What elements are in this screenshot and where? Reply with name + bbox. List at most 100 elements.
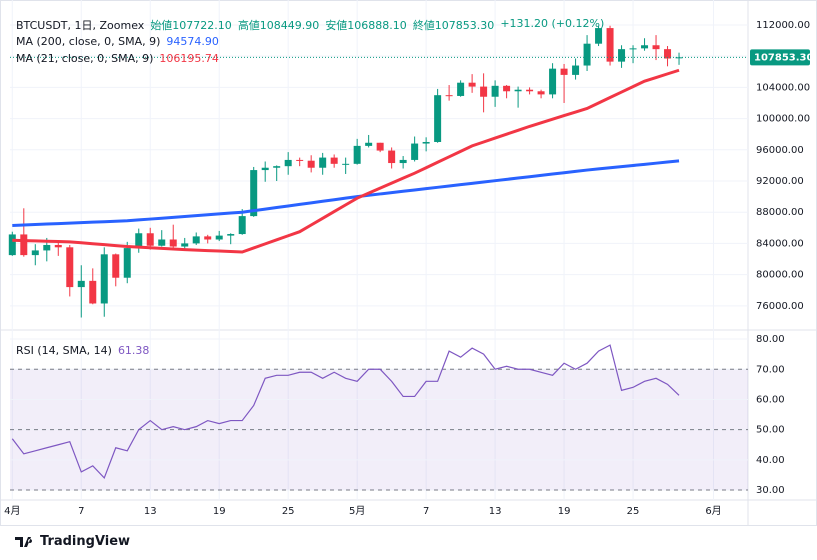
candle-body xyxy=(8,234,16,256)
candle-body xyxy=(353,145,361,164)
candle-body xyxy=(491,85,499,97)
candle-body xyxy=(365,142,373,146)
candle xyxy=(20,208,28,257)
candle-body xyxy=(261,167,269,171)
candle xyxy=(8,231,16,256)
y-tick-label: 50.00 xyxy=(756,425,785,436)
close: 終値107853.30 xyxy=(412,19,495,32)
legend-value: 94574.90 xyxy=(166,35,219,48)
candle-body xyxy=(480,86,488,97)
candle xyxy=(560,63,568,103)
symbol: BTCUSDT, 1日, Zoomex xyxy=(16,19,145,32)
candle xyxy=(583,35,591,71)
y-tick-label: 60.00 xyxy=(756,394,785,405)
candle-body xyxy=(238,216,246,235)
x-tick-label: 25 xyxy=(282,506,295,517)
candle-body xyxy=(250,170,258,217)
candle xyxy=(549,63,557,99)
candle xyxy=(652,35,660,61)
x-tick-label: 13 xyxy=(489,506,502,517)
y-tick-label: 30.00 xyxy=(756,485,785,496)
candle xyxy=(572,58,580,80)
candle xyxy=(181,237,189,250)
candle xyxy=(434,88,442,143)
candle xyxy=(606,25,614,66)
brand: TradingView xyxy=(40,534,131,549)
candle xyxy=(123,241,131,284)
ma-line xyxy=(12,68,680,254)
candle-body xyxy=(629,48,637,50)
logo xyxy=(15,536,33,547)
candle xyxy=(330,154,338,168)
candle xyxy=(491,80,499,107)
candle-body xyxy=(284,159,292,167)
y-tick-label: 80000.00 xyxy=(756,270,804,281)
x-tick-label: 13 xyxy=(144,506,157,517)
y-tick-label: 92000.00 xyxy=(756,176,804,187)
candle-body xyxy=(675,57,683,59)
candle-body xyxy=(537,91,545,95)
candle xyxy=(595,25,603,47)
candle xyxy=(192,232,200,245)
candle xyxy=(514,86,522,108)
y-tick-label: 76000.00 xyxy=(756,301,804,312)
candle-body xyxy=(31,250,39,256)
candle xyxy=(146,227,154,250)
candle-body xyxy=(664,49,672,59)
candle xyxy=(89,268,97,305)
legend-name: RSI (14, SMA, 14) xyxy=(16,344,112,357)
high: 高値108449.90 xyxy=(237,19,320,32)
legend-ma21: MA (21, close, 0, SMA, 9) 106195.74 xyxy=(16,52,219,65)
candle xyxy=(273,165,281,181)
legend-value: 61.38 xyxy=(117,344,150,357)
open: 始値107722.10 xyxy=(150,19,232,32)
candle-body xyxy=(112,254,120,278)
candle-body xyxy=(503,85,511,92)
candle xyxy=(388,147,396,169)
candle-body xyxy=(158,239,166,246)
candle xyxy=(445,85,453,101)
candle-body xyxy=(169,239,177,247)
legend-name: MA (200, close, 0, SMA, 9) xyxy=(16,35,161,48)
candle-body xyxy=(54,244,62,248)
x-tick-label: 6月 xyxy=(705,505,721,517)
candle-body xyxy=(330,157,338,164)
candle-body xyxy=(43,244,51,251)
candle-body xyxy=(181,243,189,247)
legend-rsi: RSI (14, SMA, 14) 61.38 xyxy=(16,344,149,357)
header: BTCUSDT, 1日, Zoomex 始値107722.10 高値108449… xyxy=(16,17,604,33)
candle xyxy=(629,45,637,64)
candle-body xyxy=(652,45,660,50)
candle-body xyxy=(20,234,28,256)
candle-body xyxy=(342,163,350,165)
candle-body xyxy=(641,45,649,49)
candle-body xyxy=(411,143,419,160)
candle xyxy=(77,265,85,318)
ma-line xyxy=(12,159,680,227)
candle xyxy=(664,46,672,67)
footer: TradingView xyxy=(14,534,130,549)
candle-body xyxy=(514,89,522,92)
candle-body xyxy=(135,233,143,249)
candle-body xyxy=(526,89,534,92)
y-tick-label: 70.00 xyxy=(756,364,785,375)
candle-body xyxy=(457,82,465,96)
candle xyxy=(215,230,223,242)
candle-body xyxy=(388,150,396,164)
candle xyxy=(158,230,166,247)
legend-name: MA (21, close, 0, SMA, 9) xyxy=(16,52,154,65)
y-tick-label: 84000.00 xyxy=(756,238,804,249)
candle xyxy=(100,247,108,317)
candle xyxy=(675,52,683,65)
candle-body xyxy=(595,28,603,44)
candle xyxy=(537,89,545,99)
candle-body xyxy=(434,95,442,142)
candle xyxy=(641,38,649,51)
candle xyxy=(376,142,384,153)
change: +131.20 (+0.12%) xyxy=(500,17,605,30)
legend-ma200: MA (200, close, 0, SMA, 9) 94574.90 xyxy=(16,35,219,48)
candle-body xyxy=(146,233,154,246)
candle xyxy=(503,85,511,99)
candle xyxy=(411,136,419,162)
candle-body xyxy=(227,234,235,236)
